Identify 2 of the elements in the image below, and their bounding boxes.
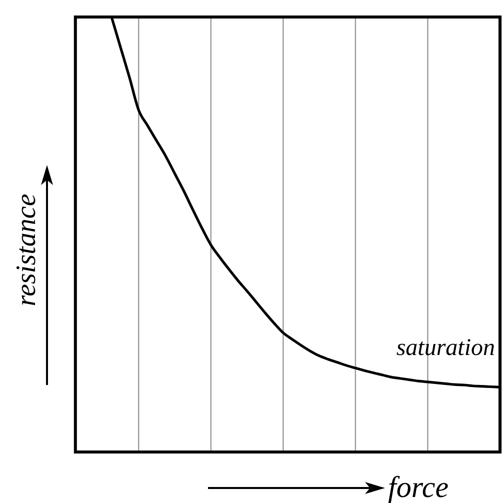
y-axis-title: resistance [11, 194, 42, 306]
annotation: saturation [396, 335, 495, 361]
